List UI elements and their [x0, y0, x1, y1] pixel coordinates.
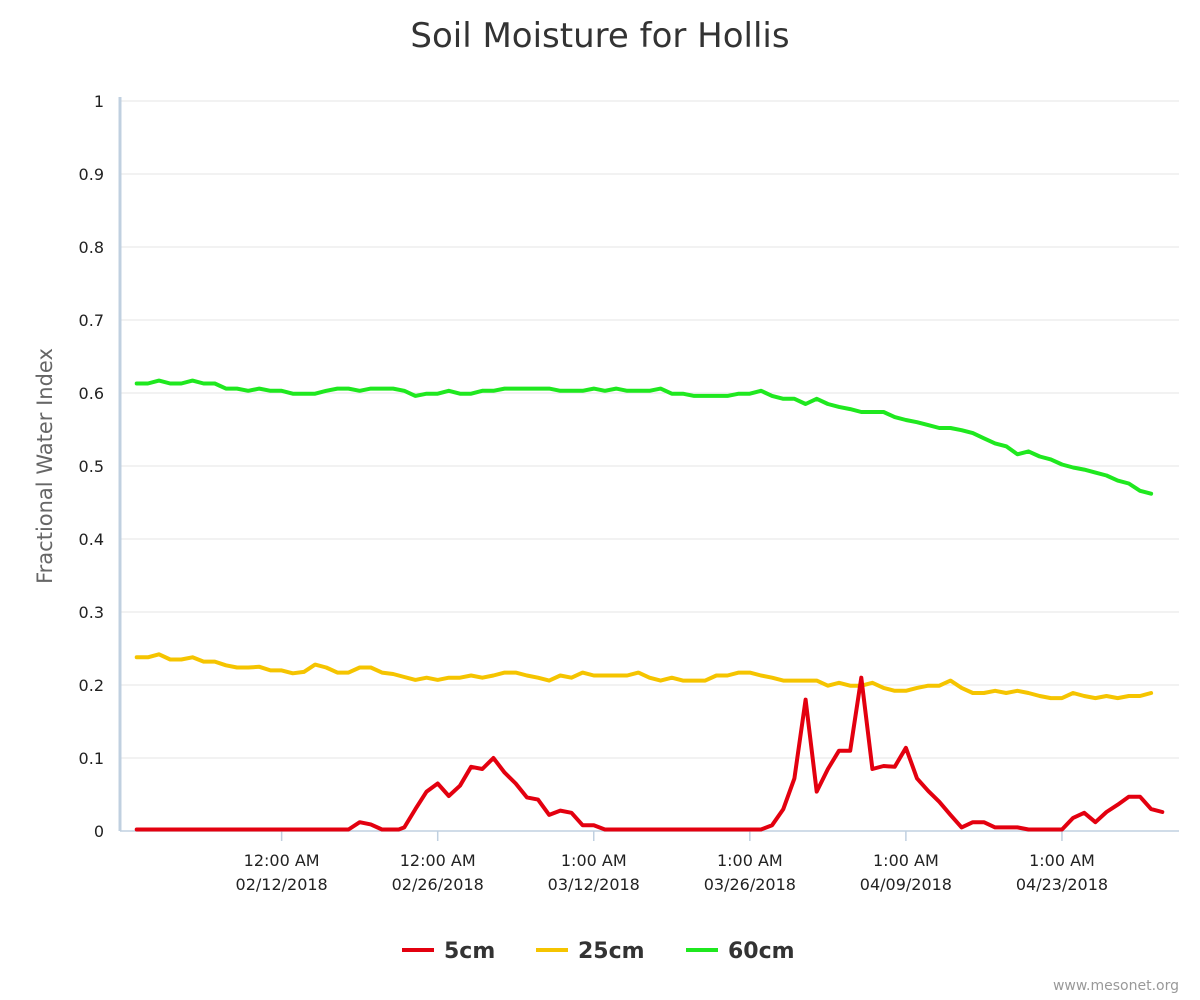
x-tick-time: 1:00 AM: [717, 851, 783, 870]
x-tick-time: 1:00 AM: [561, 851, 627, 870]
legend-item-5cm[interactable]: 5cm: [402, 939, 495, 964]
y-tick-labels: 0 0.1 0.2 0.3 0.4 0.5 0.6 0.7 0.8 0.9 1: [79, 92, 104, 841]
legend-label: 25cm: [578, 939, 645, 964]
x-tick-date: 02/26/2018: [392, 875, 484, 894]
legend-item-25cm[interactable]: 25cm: [536, 939, 645, 964]
x-tick-date: 03/12/2018: [548, 875, 640, 894]
x-tick-labels: 12:00 AM 02/12/2018 12:00 AM 02/26/2018 1:00…: [236, 831, 1108, 894]
y-tick-label: 0.5: [79, 457, 104, 476]
legend-label: 60cm: [728, 939, 795, 964]
y-tick-label: 0.8: [79, 238, 104, 257]
y-tick-label: 0.2: [79, 676, 104, 695]
x-tick-date: 04/23/2018: [1016, 875, 1108, 894]
legend[interactable]: 5cm 25cm 60cm: [402, 939, 795, 964]
y-tick-label: 0: [94, 822, 104, 841]
x-tick-date: 03/26/2018: [704, 875, 796, 894]
x-tick-time: 1:00 AM: [873, 851, 939, 870]
series-line-25cm[interactable]: [134, 652, 1154, 701]
x-tick-time: 12:00 AM: [400, 851, 476, 870]
y-tick-label: 0.9: [79, 165, 104, 184]
y-tick-label: 0.3: [79, 603, 104, 622]
axes: [118, 97, 1179, 832]
series-line-60cm[interactable]: [134, 378, 1154, 496]
legend-label: 5cm: [444, 939, 495, 964]
y-tick-label: 0.1: [79, 749, 104, 768]
credit-link[interactable]: www.mesonet.org: [1053, 978, 1179, 994]
y-tick-label: 0.6: [79, 384, 104, 403]
y-axis-label: Fractional Water Index: [33, 348, 57, 584]
y-tick-label: 0.7: [79, 311, 104, 330]
x-tick-time: 1:00 AM: [1029, 851, 1095, 870]
legend-item-60cm[interactable]: 60cm: [686, 939, 795, 964]
series-lines: [134, 378, 1165, 832]
x-tick-date: 02/12/2018: [236, 875, 328, 894]
x-tick-time: 12:00 AM: [244, 851, 320, 870]
y-tick-label: 0.4: [79, 530, 104, 549]
series-line-5cm[interactable]: [134, 675, 1165, 832]
chart-title: Soil Moisture for Hollis: [410, 16, 789, 56]
grid-lines: [120, 100, 1179, 759]
x-tick-date: 04/09/2018: [860, 875, 952, 894]
y-tick-label: 1: [94, 92, 104, 111]
